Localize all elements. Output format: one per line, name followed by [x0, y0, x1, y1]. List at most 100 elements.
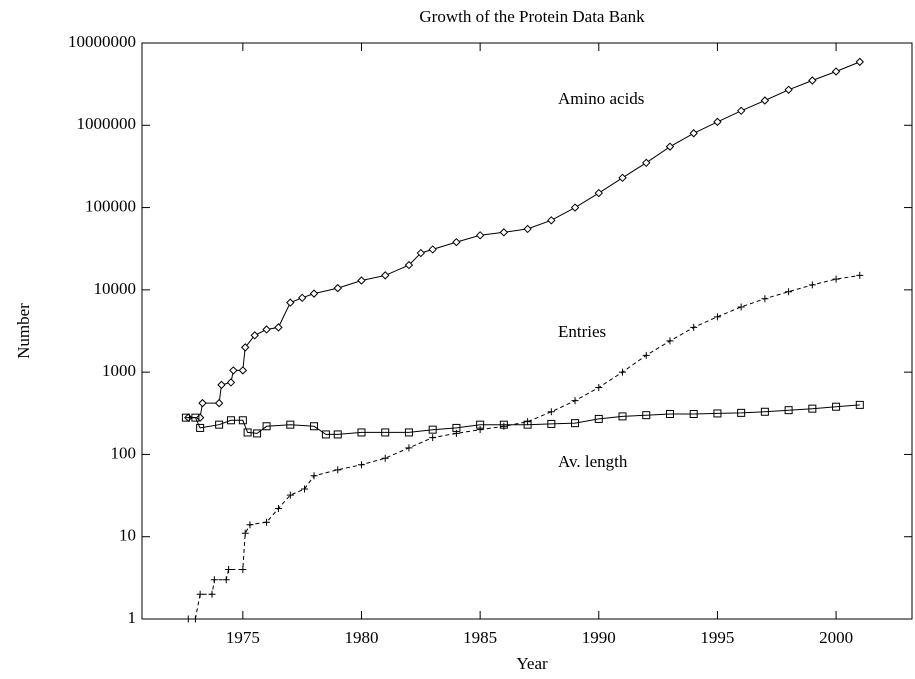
data-point [286, 298, 295, 307]
plot-frame [141, 42, 913, 620]
data-point [475, 231, 485, 240]
data-point [310, 422, 319, 431]
data-point [571, 419, 580, 428]
series-line [185, 404, 860, 435]
data-point [760, 407, 769, 416]
data-point [226, 416, 235, 425]
data-point [333, 283, 342, 293]
data-point [262, 422, 271, 431]
data-point [334, 466, 342, 474]
data-point [855, 400, 864, 409]
data-point [357, 461, 365, 469]
data-point [736, 106, 746, 116]
x-tick-label: 1980 [344, 628, 378, 647]
data-point [524, 418, 532, 426]
data-point [405, 444, 413, 452]
data-point [595, 384, 603, 392]
data-point [250, 331, 259, 340]
data-point [832, 275, 840, 283]
data-point [381, 271, 390, 280]
data-point [665, 142, 675, 151]
y-axis-label: Number [14, 303, 33, 359]
data-point [476, 426, 484, 434]
series-line [188, 274, 860, 620]
data-point [286, 420, 295, 429]
data-point [856, 271, 864, 279]
data-point [297, 293, 307, 303]
data-point [274, 323, 283, 332]
series-label: Av. length [558, 452, 628, 471]
data-point [222, 576, 230, 584]
data-point [238, 416, 247, 425]
data-point [689, 129, 698, 138]
data-point [761, 295, 769, 303]
data-point [215, 420, 224, 429]
data-point [309, 289, 319, 298]
data-point [737, 408, 746, 417]
data-point [808, 404, 817, 413]
data-point [238, 366, 248, 375]
data-point [665, 409, 674, 418]
data-point [404, 428, 413, 437]
data-point [713, 117, 722, 127]
data-point [225, 565, 233, 573]
y-tick-label: 100000 [85, 196, 136, 215]
series-label: Entries [558, 322, 606, 341]
data-point [476, 420, 485, 429]
series-label: Amino acids [558, 89, 644, 108]
data-point [690, 323, 698, 331]
data-point [286, 491, 294, 499]
data-point [523, 420, 532, 429]
data-point [274, 505, 282, 513]
data-point [689, 409, 698, 418]
data-point [428, 245, 437, 254]
x-tick-label: 1995 [700, 628, 734, 647]
data-point [208, 590, 216, 598]
data-point [217, 380, 226, 390]
y-tick-label: 10 [119, 526, 136, 545]
data-point [226, 378, 236, 387]
data-point [618, 412, 627, 421]
data-point [855, 57, 865, 67]
data-point [500, 422, 508, 430]
data-point [785, 288, 793, 296]
data-point [184, 615, 192, 623]
data-point [243, 428, 252, 437]
y-tick-label: 100 [111, 443, 137, 462]
data-point [547, 419, 556, 428]
data-point [333, 430, 342, 439]
data-point [357, 428, 366, 437]
data-point [713, 313, 721, 321]
chart-title: Growth of the Protein Data Bank [419, 7, 645, 26]
data-point [570, 203, 580, 212]
y-tick-label: 10000 [94, 279, 137, 298]
y-tick-label: 1000000 [77, 114, 137, 133]
x-tick-label: 1975 [226, 628, 260, 647]
data-point [416, 248, 426, 258]
data-point [452, 423, 461, 432]
data-point [195, 413, 205, 422]
data-point [262, 325, 271, 334]
y-tick-label: 10000000 [68, 32, 136, 51]
data-point [239, 565, 247, 573]
x-tick-label: 1990 [582, 628, 616, 647]
data-point [452, 237, 461, 247]
x-tick-label: 1985 [463, 628, 497, 647]
series-line [188, 61, 860, 419]
data-point [523, 224, 532, 234]
data-point [832, 402, 841, 411]
data-point [241, 343, 250, 352]
data-point [191, 413, 200, 422]
data-point [594, 414, 603, 423]
data-point [642, 411, 651, 420]
data-point [619, 368, 627, 376]
data-point [429, 434, 437, 442]
data-point [594, 188, 603, 198]
data-point [196, 423, 205, 432]
data-point [263, 518, 271, 526]
data-point [229, 366, 238, 375]
data-point [196, 590, 204, 598]
data-point [428, 425, 437, 434]
data-point [381, 428, 390, 437]
